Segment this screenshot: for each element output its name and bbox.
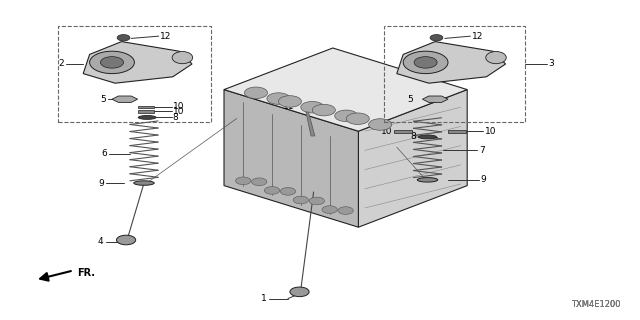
Circle shape <box>346 113 369 124</box>
Text: 12: 12 <box>472 32 483 41</box>
Polygon shape <box>397 42 506 83</box>
Circle shape <box>414 57 437 68</box>
Text: 7: 7 <box>479 146 484 155</box>
Circle shape <box>403 51 448 74</box>
Text: 5: 5 <box>407 95 413 104</box>
Text: TXM4E1200: TXM4E1200 <box>572 300 621 309</box>
Text: FR.: FR. <box>77 268 95 278</box>
Text: 8: 8 <box>410 132 416 141</box>
Circle shape <box>267 93 290 104</box>
Circle shape <box>369 119 392 130</box>
Circle shape <box>116 235 136 245</box>
Bar <box>394 130 412 133</box>
Polygon shape <box>306 112 315 136</box>
Polygon shape <box>224 90 358 227</box>
Ellipse shape <box>417 178 438 182</box>
Polygon shape <box>83 42 192 83</box>
Text: 5: 5 <box>100 95 106 104</box>
Polygon shape <box>358 90 467 227</box>
Polygon shape <box>422 96 448 102</box>
Ellipse shape <box>419 135 436 139</box>
Circle shape <box>236 177 251 185</box>
Text: 2: 2 <box>58 60 64 68</box>
Bar <box>448 130 466 133</box>
Circle shape <box>264 187 280 194</box>
Circle shape <box>90 51 134 74</box>
Ellipse shape <box>134 181 154 185</box>
Circle shape <box>280 188 296 195</box>
Text: 6: 6 <box>101 149 107 158</box>
Circle shape <box>301 101 324 113</box>
Text: 10: 10 <box>381 127 392 136</box>
Circle shape <box>290 287 309 297</box>
Circle shape <box>309 197 324 205</box>
Bar <box>58 26 211 122</box>
Circle shape <box>278 96 301 107</box>
Circle shape <box>312 104 335 116</box>
Text: TXM4E1200: TXM4E1200 <box>572 300 621 309</box>
Circle shape <box>322 206 337 213</box>
Text: 9: 9 <box>98 179 104 188</box>
Circle shape <box>100 57 124 68</box>
Circle shape <box>252 178 267 186</box>
Text: 1: 1 <box>260 294 266 303</box>
Circle shape <box>335 110 358 122</box>
Circle shape <box>117 35 130 41</box>
Text: 4: 4 <box>98 237 104 246</box>
Text: 11: 11 <box>283 102 294 111</box>
Polygon shape <box>112 96 138 102</box>
Ellipse shape <box>172 52 193 64</box>
Ellipse shape <box>486 52 506 64</box>
Ellipse shape <box>138 116 156 119</box>
Text: 10: 10 <box>484 127 496 136</box>
Circle shape <box>293 196 308 204</box>
Bar <box>138 110 154 113</box>
Text: 8: 8 <box>173 113 179 122</box>
Text: 10: 10 <box>173 107 184 116</box>
Polygon shape <box>224 48 467 131</box>
Text: 12: 12 <box>160 32 172 41</box>
Text: 10: 10 <box>173 102 184 111</box>
Text: 9: 9 <box>480 175 486 184</box>
Circle shape <box>338 207 353 214</box>
Bar <box>138 106 154 108</box>
Text: 3: 3 <box>548 60 554 68</box>
Bar <box>384 26 525 122</box>
Circle shape <box>430 35 443 41</box>
Circle shape <box>244 87 268 99</box>
